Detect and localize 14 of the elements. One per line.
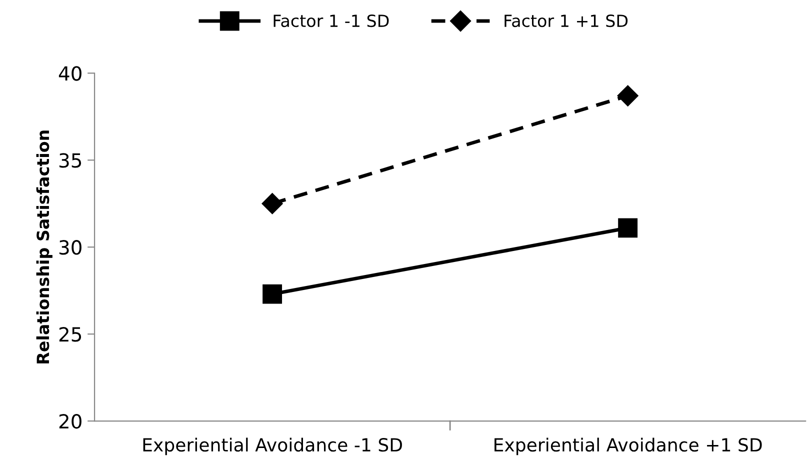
point — [617, 85, 638, 106]
point — [618, 218, 638, 238]
y-tick-label: 40 — [58, 66, 82, 81]
y-tick-label: 25 — [59, 327, 82, 342]
legend-label: Factor 1 -1 SD — [274, 14, 389, 28]
point — [262, 284, 282, 304]
legend-label: Factor 1 +1 SD — [504, 14, 628, 28]
point — [262, 193, 283, 214]
y-tick-label: 35 — [59, 153, 82, 168]
x-tick-label: Experiential Avoidance -1 SD — [143, 438, 402, 456]
y-tick-label: 20 — [59, 414, 82, 429]
x-tick-label: Experiential Avoidance +1 SD — [494, 438, 762, 456]
y-axis-title: Relationship Satisfaction — [36, 130, 52, 364]
y-tick-label: 30 — [59, 240, 82, 255]
